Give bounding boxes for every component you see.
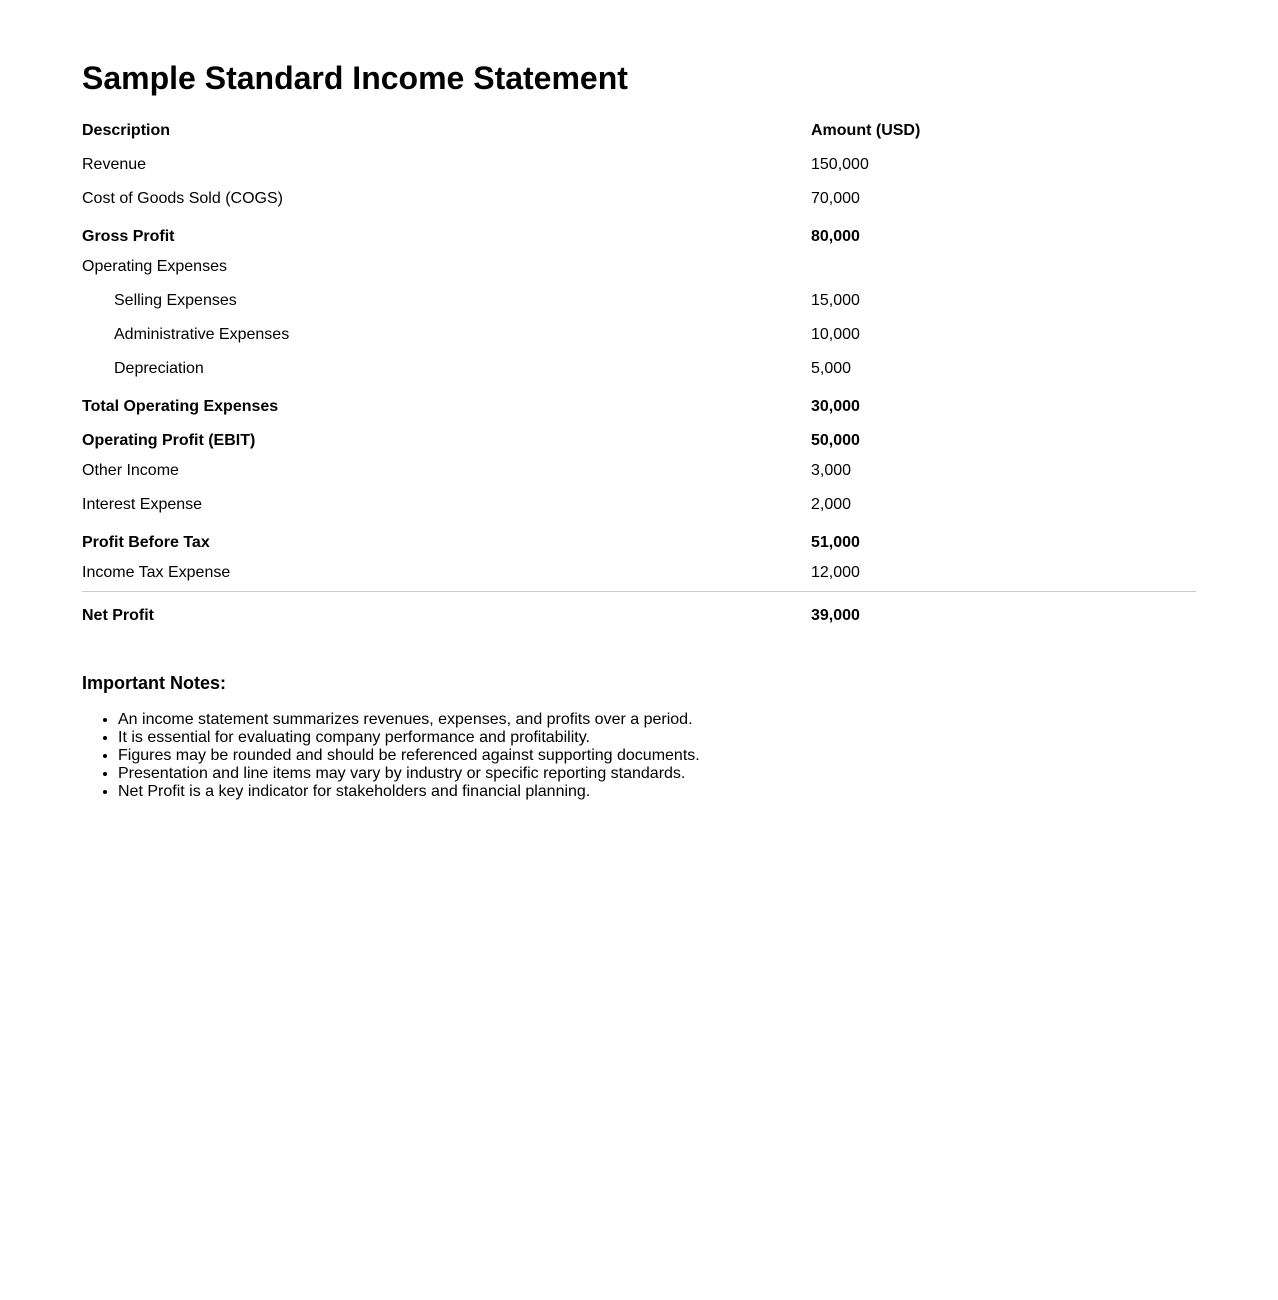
table-row: Operating Expenses — [82, 257, 1196, 277]
row-description: Operating Expenses — [82, 258, 227, 275]
row-amount: 51,000 — [811, 534, 860, 551]
net-profit-divider — [82, 591, 1196, 592]
list-item: An income statement summarizes revenues,… — [118, 711, 700, 729]
header-description: Description — [82, 122, 171, 139]
row-amount: 12,000 — [811, 564, 860, 581]
row-description: Profit Before Tax — [82, 534, 210, 551]
row-description: Other Income — [82, 462, 179, 479]
list-item: It is essential for evaluating company p… — [118, 729, 700, 747]
notes-list: An income statement summarizes revenues,… — [82, 711, 700, 801]
row-amount: 150,000 — [811, 156, 869, 173]
table-row-indented: Depreciation 5,000 — [82, 359, 1196, 379]
row-description: Interest Expense — [82, 496, 203, 513]
row-amount: 2,000 — [811, 496, 852, 513]
table-row-total: Gross Profit 80,000 — [82, 227, 1196, 247]
notes-heading: Important Notes: — [82, 673, 226, 693]
table-row: Cost of Goods Sold (COGS) 70,000 — [82, 189, 1196, 209]
table-row-total: Total Operating Expenses 30,000 — [82, 397, 1196, 417]
table-row: Income Tax Expense 12,000 — [82, 563, 1196, 583]
page-title: Sample Standard Income Statement — [82, 60, 628, 96]
table-row-total: Profit Before Tax 51,000 — [82, 533, 1196, 553]
table-row: Interest Expense 2,000 — [82, 495, 1196, 515]
row-amount: 5,000 — [811, 360, 852, 377]
table-row: Revenue 150,000 — [82, 155, 1196, 175]
row-amount: 15,000 — [811, 292, 860, 309]
row-description: Depreciation — [114, 360, 204, 377]
row-description: Gross Profit — [82, 228, 175, 245]
header-amount: Amount (USD) — [811, 122, 921, 139]
row-amount: 70,000 — [811, 190, 860, 207]
table-row-total: Operating Profit (EBIT) 50,000 — [82, 431, 1196, 451]
row-amount: 50,000 — [811, 432, 860, 449]
table-row-net-profit: Net Profit 39,000 — [82, 606, 1196, 626]
row-description: Revenue — [82, 156, 147, 173]
row-description: Operating Profit (EBIT) — [82, 432, 256, 449]
table-row-indented: Administrative Expenses 10,000 — [82, 325, 1196, 345]
row-description: Administrative Expenses — [114, 326, 290, 343]
row-description: Total Operating Expenses — [82, 398, 279, 415]
table-row-indented: Selling Expenses 15,000 — [82, 291, 1196, 311]
row-amount: 39,000 — [811, 607, 860, 624]
table-row: Other Income 3,000 — [82, 461, 1196, 481]
row-description: Selling Expenses — [114, 292, 237, 309]
row-amount: 10,000 — [811, 326, 860, 343]
row-amount: 30,000 — [811, 398, 860, 415]
list-item: Figures may be rounded and should be ref… — [118, 747, 700, 765]
table-header: Description Amount (USD) — [82, 121, 1196, 141]
row-description: Net Profit — [82, 607, 154, 624]
row-amount: 3,000 — [811, 462, 852, 479]
list-item: Presentation and line items may vary by … — [118, 765, 700, 783]
list-item: Net Profit is a key indicator for stakeh… — [118, 783, 700, 801]
row-description: Income Tax Expense — [82, 564, 231, 581]
row-description: Cost of Goods Sold (COGS) — [82, 190, 283, 207]
row-amount: 80,000 — [811, 228, 860, 245]
